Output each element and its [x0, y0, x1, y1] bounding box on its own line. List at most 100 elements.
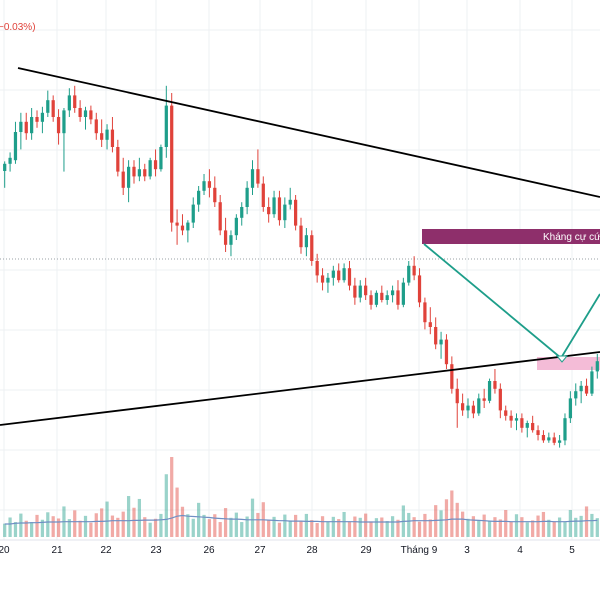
pattern-low-marker	[555, 355, 569, 363]
x-tick-label: Tháng 9	[401, 545, 438, 556]
candle-body	[595, 361, 599, 372]
volume-bar	[461, 511, 465, 537]
volume-bar	[137, 498, 141, 537]
candlesticks	[3, 85, 599, 448]
candle-body	[466, 405, 470, 411]
candle	[148, 157, 152, 180]
candle-body	[240, 207, 244, 218]
candle-body	[320, 275, 325, 283]
volume-bar	[35, 514, 39, 537]
candle	[444, 334, 449, 369]
x-tick-label: 20	[0, 545, 10, 556]
candle-body	[520, 418, 524, 428]
volume-bar	[89, 522, 93, 537]
candle-body	[137, 169, 141, 177]
volume-bar	[19, 513, 23, 537]
candle	[428, 307, 432, 335]
candle-body	[175, 222, 179, 226]
upper-trendline[interactable]	[17, 67, 600, 198]
candle	[310, 230, 314, 266]
volume-bar	[202, 514, 206, 537]
candle-body	[283, 204, 287, 221]
candle-body	[358, 285, 362, 298]
candle	[531, 415, 535, 433]
volume-bar	[143, 517, 147, 537]
candle	[504, 405, 508, 421]
candle	[218, 195, 222, 236]
volume-bar	[121, 511, 125, 537]
candle-body	[461, 403, 465, 411]
candle	[450, 356, 454, 394]
candle-body	[390, 290, 395, 296]
volume-bar	[590, 513, 594, 537]
x-tick-label: 26	[203, 545, 215, 556]
candle-body	[482, 398, 486, 401]
candle	[126, 160, 131, 203]
lower-trendline[interactable]	[0, 351, 600, 426]
candle	[493, 369, 497, 394]
candle-body	[116, 147, 120, 172]
candle-body	[434, 327, 438, 345]
candle	[353, 277, 357, 305]
x-tick-label: 4	[517, 545, 523, 556]
volume-bar	[509, 521, 513, 537]
resistance-zone[interactable]	[422, 229, 600, 244]
volume-bar	[342, 511, 346, 537]
candle-body	[100, 133, 104, 140]
candle	[374, 290, 379, 308]
candle	[477, 393, 481, 416]
candle	[331, 265, 335, 286]
volume-bar	[331, 516, 335, 537]
candle	[67, 88, 71, 117]
volume-bar	[385, 521, 389, 537]
candle-body	[8, 157, 12, 164]
volume-bar	[105, 501, 109, 537]
volume-bar	[417, 521, 422, 537]
candle	[234, 214, 238, 240]
volume-bar	[563, 522, 567, 537]
volume-bar	[218, 522, 222, 537]
candle	[568, 391, 572, 423]
candle-body	[51, 100, 55, 117]
volume-bar	[320, 516, 325, 537]
price-change-label: −0.03%)	[0, 22, 36, 33]
volume-bar	[51, 516, 55, 537]
candle	[590, 366, 594, 396]
volume-bar	[353, 516, 357, 537]
candle	[498, 383, 502, 419]
candle	[466, 398, 470, 419]
candle-body	[13, 132, 18, 161]
pattern-line[interactable]	[423, 243, 600, 360]
candle-body	[455, 388, 459, 404]
candle-body	[509, 415, 513, 421]
x-tick-label: 3	[464, 545, 470, 556]
candle	[100, 119, 104, 147]
volume-bar	[8, 517, 12, 537]
volume-bar	[40, 519, 45, 537]
volume-bar	[299, 521, 303, 537]
grid	[0, 0, 600, 540]
support-zone[interactable]	[537, 357, 600, 370]
candle	[19, 112, 23, 150]
candle-body	[229, 235, 233, 245]
candle	[547, 432, 551, 443]
candle-body	[234, 217, 238, 236]
candle	[595, 354, 599, 379]
candle-body	[444, 339, 449, 365]
candle	[520, 413, 524, 433]
volume-bar	[455, 502, 459, 537]
candle-body	[202, 181, 206, 191]
candle-body	[143, 169, 147, 177]
candle	[412, 256, 416, 281]
candle	[46, 90, 50, 117]
volume-bar	[67, 519, 71, 537]
volume-bar	[579, 515, 583, 537]
candle-body	[250, 169, 255, 188]
candle-body	[83, 110, 88, 117]
resistance-zone-label: Kháng cự cứ	[543, 232, 600, 243]
volume-bar	[94, 513, 98, 537]
volume-bar	[180, 506, 185, 537]
volume-bar	[326, 521, 330, 537]
